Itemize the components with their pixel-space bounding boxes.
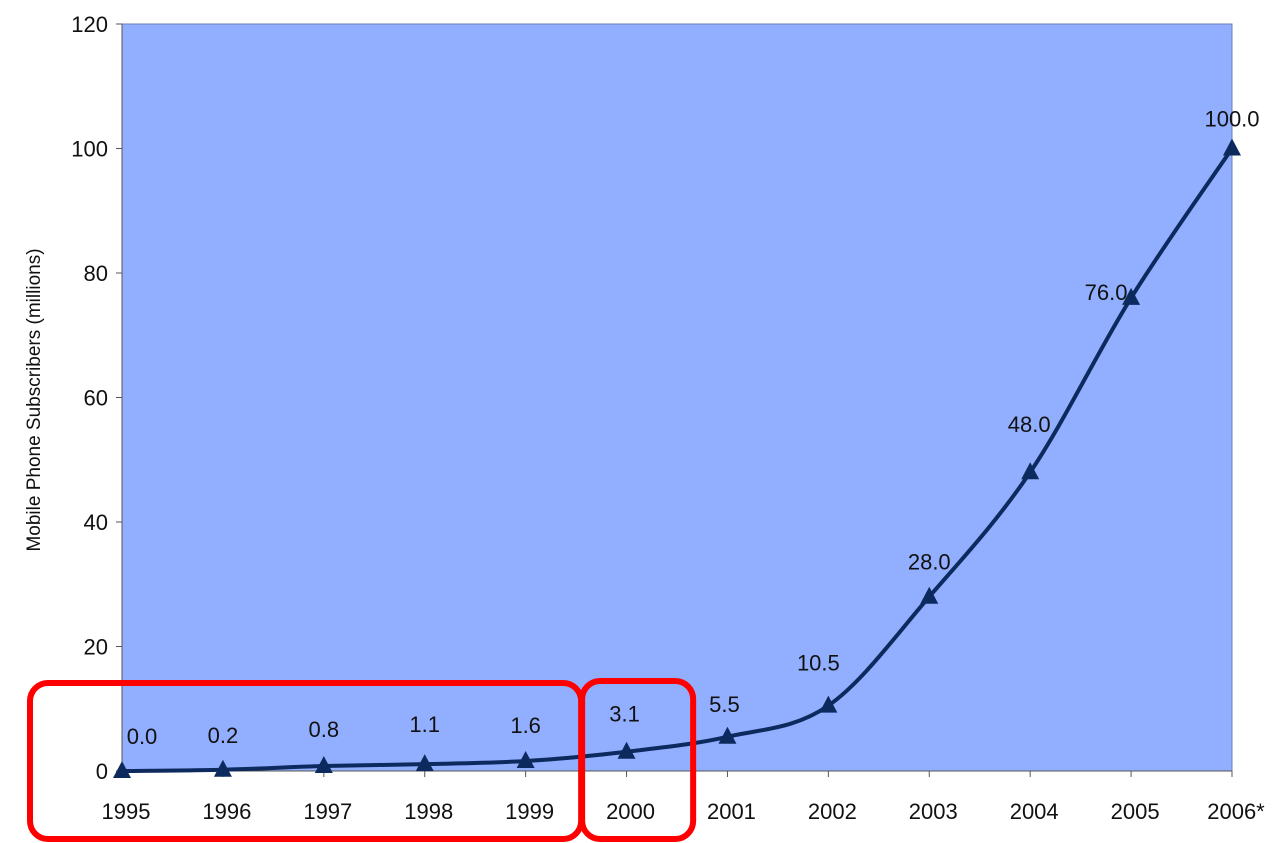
highlight-box bbox=[579, 678, 697, 842]
data-labels: 0.0 0.2 0.8 1.1 1.6 3.1 5.5 10.5 28.0 48.0 76.0 100… bbox=[127, 107, 1260, 750]
data-point-marker bbox=[415, 754, 434, 772]
data-label: 0.0 bbox=[127, 724, 158, 749]
plot-area bbox=[121, 23, 1233, 772]
x-tick-label: 2003 bbox=[909, 799, 958, 824]
y-axis: 0 20 40 60 80 100 120 bbox=[71, 12, 123, 784]
x-tick-label: 2002 bbox=[808, 799, 857, 824]
x-tick-label: 1996 bbox=[202, 799, 251, 824]
x-tick-label: 1999 bbox=[505, 799, 554, 824]
data-point-marker bbox=[617, 741, 636, 759]
data-point-marker bbox=[1223, 138, 1241, 156]
data-point-marker bbox=[113, 761, 131, 778]
data-label: 100.0 bbox=[1204, 107, 1259, 132]
x-tick-label: 1998 bbox=[404, 799, 453, 824]
y-axis-title: Mobile Phone Subscribers (millions) bbox=[24, 248, 45, 551]
x-tick-label: 2004 bbox=[1010, 799, 1059, 824]
data-label: 1.6 bbox=[510, 713, 541, 738]
x-tick-label: 2000 bbox=[606, 799, 655, 824]
data-point-marker bbox=[314, 756, 333, 774]
data-point-marker bbox=[819, 695, 838, 713]
data-label: 5.5 bbox=[709, 692, 740, 717]
data-label: 28.0 bbox=[908, 550, 951, 575]
data-point-marker bbox=[1122, 287, 1141, 305]
y-tick-label: 20 bbox=[84, 635, 108, 660]
x-tick-label: 2006* bbox=[1207, 799, 1265, 824]
data-point-marker bbox=[1021, 462, 1040, 480]
data-label: 10.5 bbox=[797, 651, 840, 676]
y-tick-label: 0 bbox=[96, 759, 108, 784]
data-label: 48.0 bbox=[1008, 412, 1051, 437]
data-point-marker bbox=[213, 759, 232, 777]
data-label: 1.1 bbox=[409, 712, 440, 737]
data-point-marker bbox=[920, 586, 939, 604]
y-tick-label: 40 bbox=[84, 510, 108, 535]
y-tick-label: 100 bbox=[71, 137, 108, 162]
data-label: 0.2 bbox=[208, 723, 239, 748]
data-label: 76.0 bbox=[1085, 280, 1128, 305]
highlight-boxes bbox=[27, 678, 697, 842]
x-tick-label: 2001 bbox=[707, 799, 756, 824]
x-tick-label: 2005 bbox=[1111, 799, 1160, 824]
data-label: 0.8 bbox=[309, 717, 340, 742]
data-label: 3.1 bbox=[609, 702, 640, 727]
y-tick-label: 80 bbox=[84, 261, 108, 286]
x-tick-label: 1995 bbox=[102, 799, 151, 824]
y-tick-label: 120 bbox=[71, 12, 108, 37]
x-axis: 1995 1996 1997 1998 1999 2000 2001 2002 2003 2004… bbox=[102, 770, 1265, 824]
data-point-marker bbox=[516, 751, 535, 769]
data-point-marker bbox=[718, 726, 737, 744]
x-tick-label: 1997 bbox=[303, 799, 352, 824]
y-tick-label: 60 bbox=[84, 386, 108, 411]
data-markers bbox=[113, 138, 1241, 778]
